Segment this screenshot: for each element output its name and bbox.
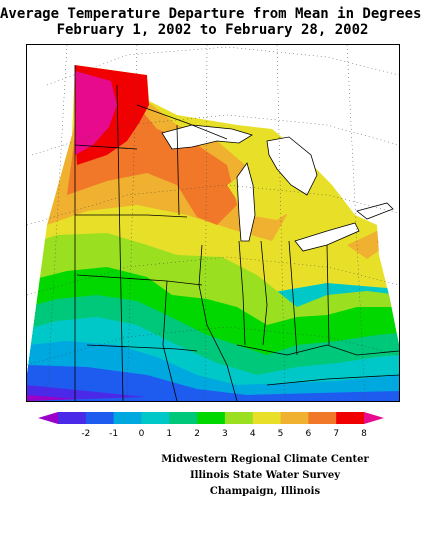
credit-location: Champaign, Illinois — [209, 486, 321, 497]
graticule — [27, 45, 399, 401]
legend-tick-label: 2 — [194, 429, 200, 438]
legend-arrow-high — [364, 412, 384, 424]
legend-tick-label: 4 — [250, 429, 256, 438]
legend-swatch — [141, 412, 170, 424]
map-date-range: February 1, 2002 to February 28, 2002 — [56, 22, 369, 38]
legend-tick-label: 3 — [222, 429, 228, 438]
legend-swatch — [308, 412, 337, 424]
legend-swatch — [336, 412, 365, 424]
state-boundaries — [74, 65, 399, 401]
legend-swatch — [85, 412, 115, 424]
legend-tick-label: -1 — [109, 429, 118, 438]
map-title: Average Temperature Departure from Mean … — [0, 6, 425, 22]
legend-tick-label: 1 — [166, 429, 172, 438]
legend-swatch — [197, 412, 226, 424]
legend-swatch — [252, 412, 282, 424]
legend-tick-label: -2 — [81, 429, 90, 438]
legend-tick-label: 0 — [139, 429, 145, 438]
legend-swatch — [224, 412, 254, 424]
legend-tick-label: 7 — [333, 429, 339, 438]
color-scale-legend: -2-10123456789 — [38, 412, 384, 438]
legend-tick-label: 5 — [278, 429, 284, 438]
legend-tick-label: 8 — [361, 429, 367, 438]
legend-swatch — [280, 412, 309, 424]
credit-organization: Midwestern Regional Climate Center — [161, 454, 369, 465]
legend-swatch — [113, 412, 142, 424]
legend-tick-label: 6 — [305, 429, 311, 438]
map-canvas — [27, 45, 399, 401]
legend-swatch — [169, 412, 198, 424]
credit-survey: Illinois State Water Survey — [189, 470, 341, 481]
temperature-departure-map — [26, 44, 400, 402]
great-lakes — [161, 124, 394, 252]
legend-arrow-low — [38, 412, 58, 424]
legend-swatch — [58, 412, 87, 424]
